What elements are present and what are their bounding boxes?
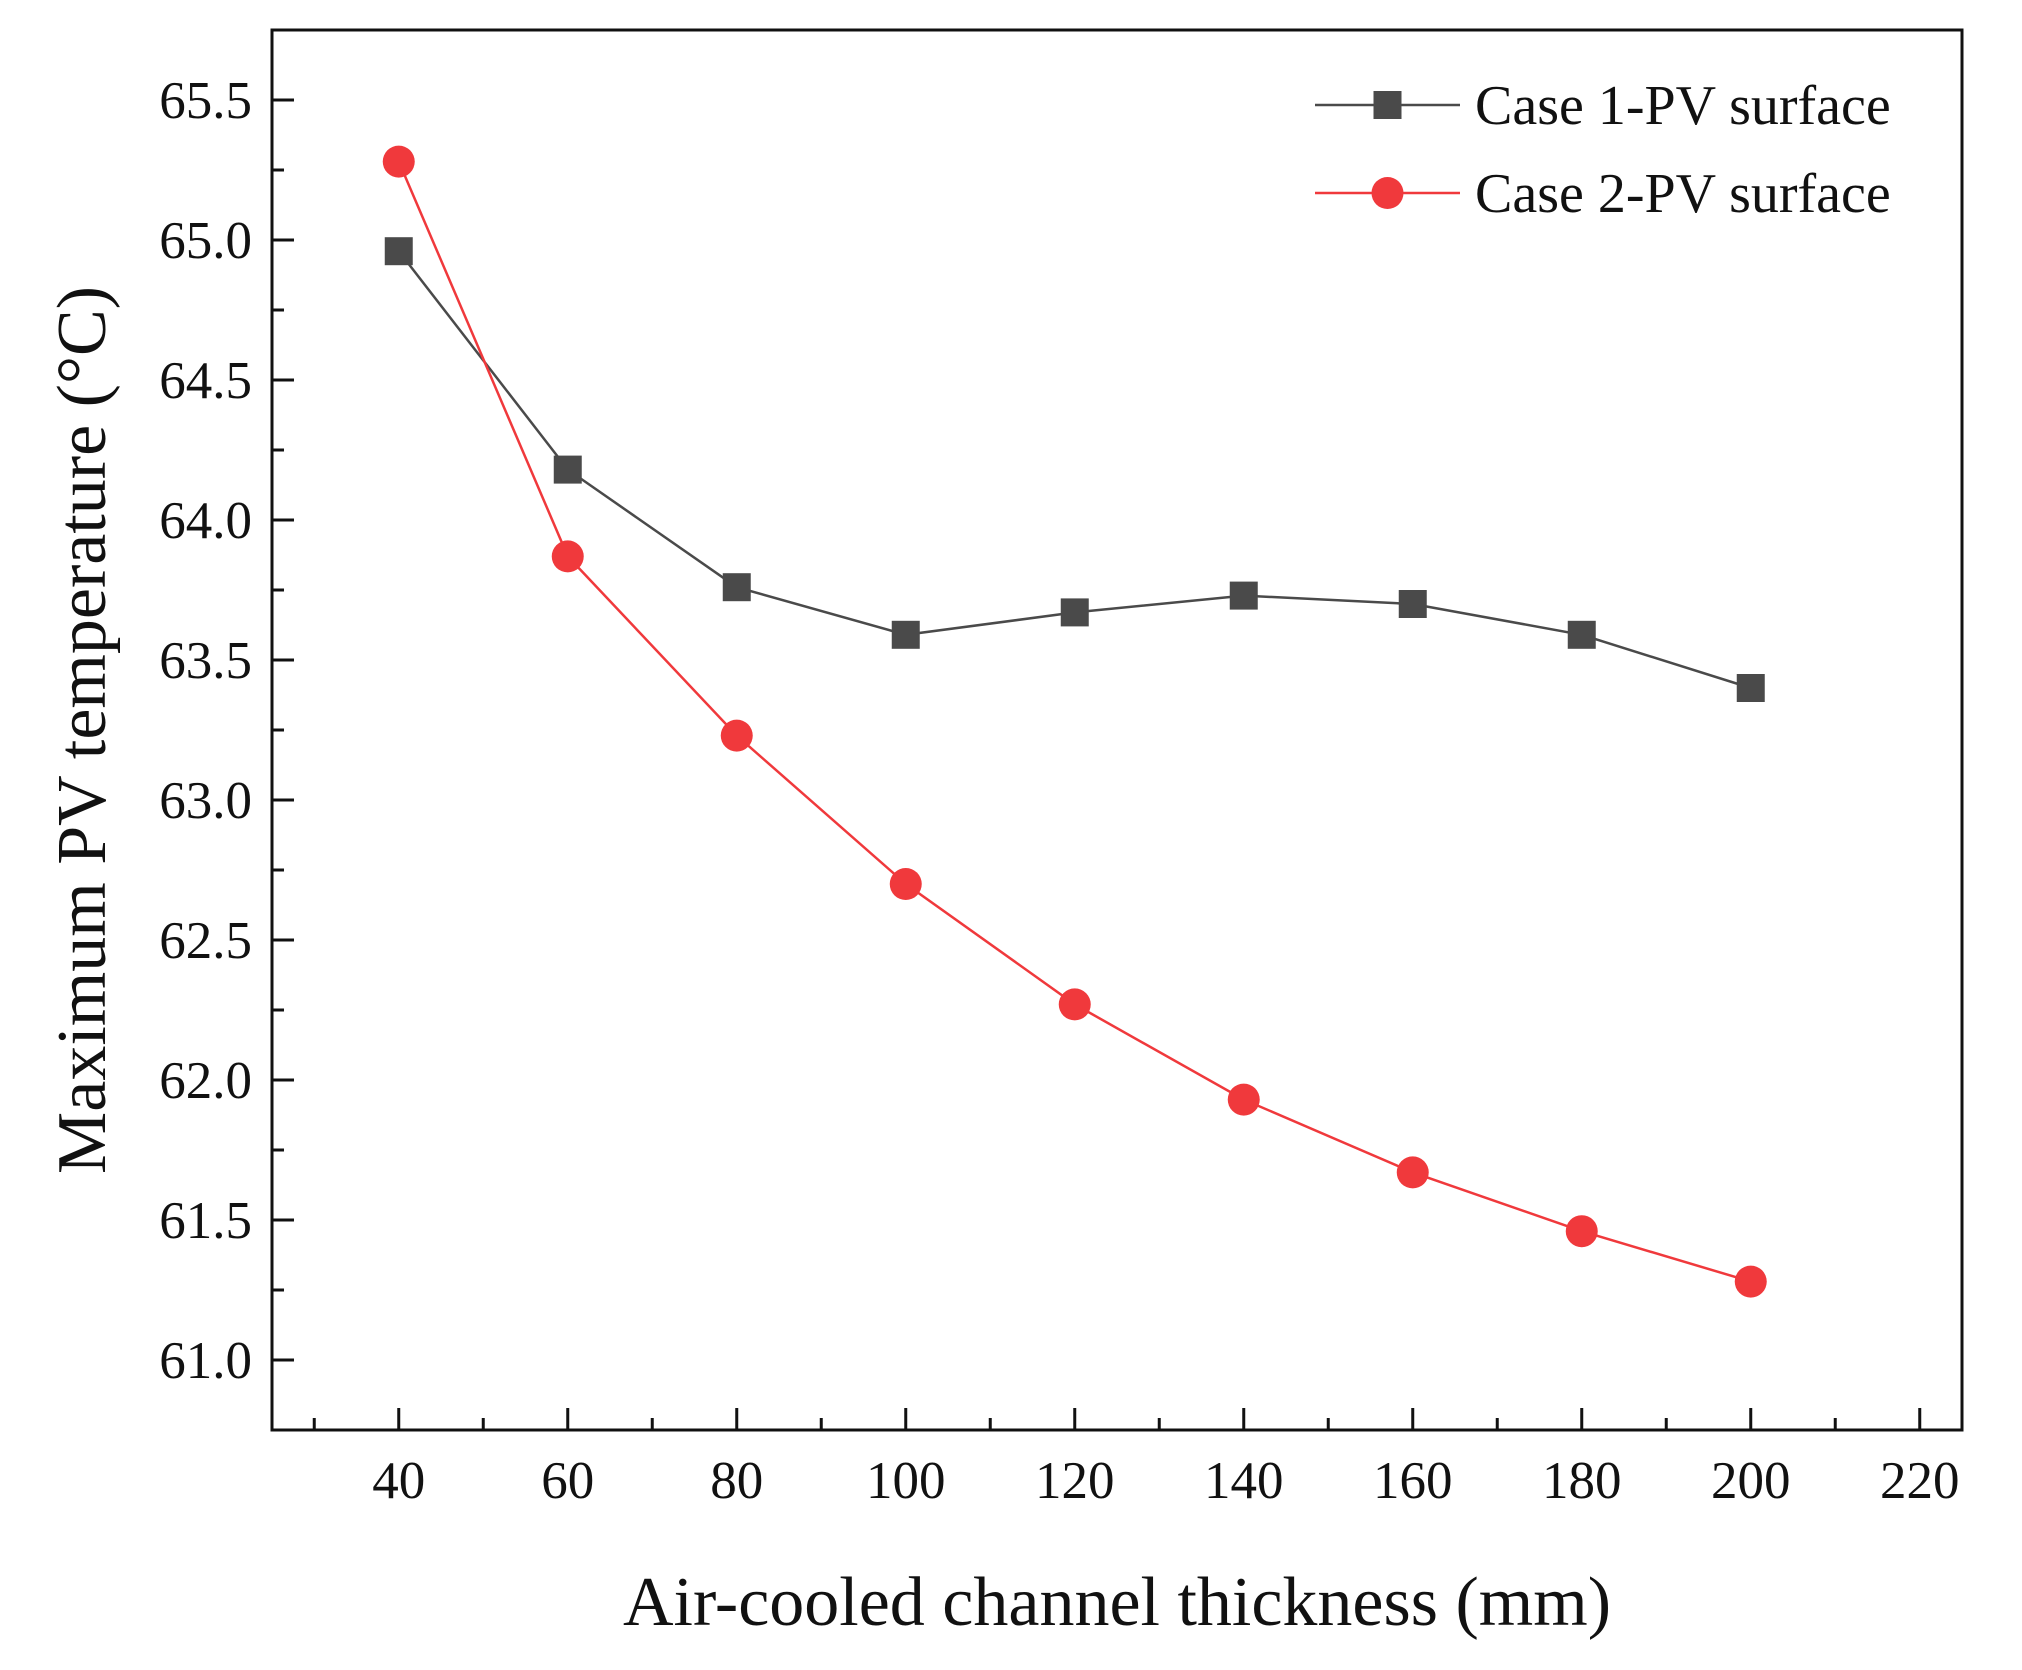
series-2-point <box>382 145 415 178</box>
x-tick-label: 200 <box>1711 1452 1791 1510</box>
series-1-point <box>1736 674 1765 702</box>
x-tick-label: 220 <box>1880 1452 1960 1510</box>
y-axis-ticks: 61.0 61.5 62.0 62.5 63.0 63.5 64.0 64.5 65.0 65.5 <box>159 28 294 1432</box>
y-tick-label: 65.5 <box>159 72 252 130</box>
series-1-point <box>1567 620 1596 649</box>
y-tick-label: 62.0 <box>159 1052 252 1110</box>
x-tick-label: 100 <box>866 1452 946 1510</box>
series-1-point <box>722 573 751 602</box>
series-2-line <box>397 161 1752 1283</box>
y-tick-label: 65.0 <box>159 212 252 270</box>
y-tick-label: 61.5 <box>159 1192 252 1250</box>
y-tick-label: 62.5 <box>159 912 252 970</box>
series-2-point <box>1396 1156 1429 1189</box>
x-axis-ticks: 40 60 80 100 120 140 160 180 200 220 <box>312 1408 1960 1510</box>
x-tick-label: 80 <box>710 1452 763 1510</box>
x-tick-label: 120 <box>1035 1452 1115 1510</box>
series-2-point <box>889 868 922 900</box>
legend: Case 1-PV surface Case 2-PV surface <box>1315 75 1891 225</box>
x-tick-label: 140 <box>1204 1452 1284 1510</box>
series-2-point <box>720 719 753 752</box>
series-1-point <box>1229 581 1258 610</box>
y-axis-title: Maximum PV temperature (°C) <box>44 286 121 1174</box>
legend-marker-1 <box>1373 91 1402 119</box>
x-tick-label: 180 <box>1542 1452 1622 1510</box>
series-1-point <box>384 237 413 266</box>
series-2-point <box>551 540 584 573</box>
legend-label-2: Case 2-PV surface <box>1475 163 1891 225</box>
series-layer <box>382 145 1767 1298</box>
series-1-point <box>1398 590 1427 618</box>
x-axis-title: Air-cooled channel thickness (mm) <box>623 1564 1611 1641</box>
plot-frame <box>270 28 1964 1432</box>
legend-marker-2 <box>1371 177 1404 209</box>
y-tick-label: 63.0 <box>159 772 252 830</box>
x-tick-label: 40 <box>372 1452 425 1510</box>
series-1-point <box>1060 598 1089 627</box>
y-tick-label: 64.5 <box>159 352 252 410</box>
legend-label-1: Case 1-PV surface <box>1475 75 1891 137</box>
series-2-point <box>1227 1083 1260 1116</box>
series-2-point <box>1565 1215 1598 1248</box>
x-tick-label: 160 <box>1373 1452 1453 1510</box>
series-1-point <box>553 455 582 484</box>
series-2-point <box>1734 1265 1767 1298</box>
series-2-point <box>1058 988 1091 1021</box>
y-tick-label: 64.0 <box>159 492 252 550</box>
y-tick-label: 63.5 <box>159 632 252 690</box>
y-tick-label: 61.0 <box>159 1332 252 1390</box>
series-1-point <box>891 620 920 649</box>
x-tick-label: 60 <box>541 1452 594 1510</box>
